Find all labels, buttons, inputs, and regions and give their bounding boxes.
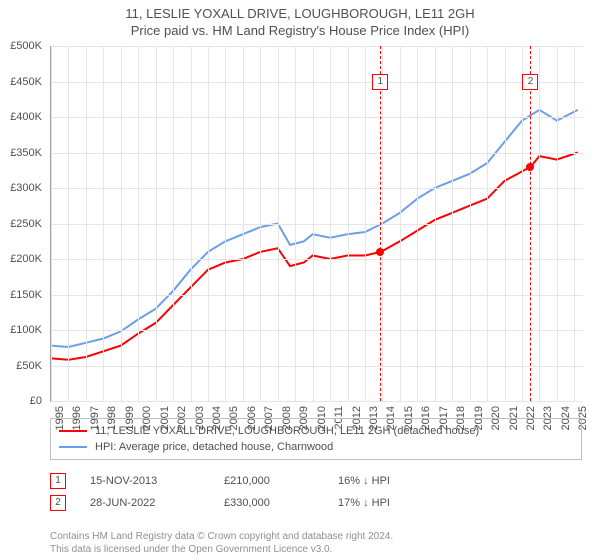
price-events: 1 15-NOV-2013 £210,000 16% ↓ HPI 2 28-JUN-202… <box>50 470 582 514</box>
y-axis-label: £300K <box>10 182 42 194</box>
chart-area: 12 £0£50K£100K£150K£200K£250K£300K£350K£… <box>50 46 582 401</box>
gridline-v <box>470 46 471 401</box>
attribution-line-1: Contains HM Land Registry data © Crown c… <box>50 530 393 543</box>
legend-block: 11, LESLIE YOXALL DRIVE, LOUGHBOROUGH, L… <box>50 418 582 514</box>
gridline-h <box>51 295 583 296</box>
event-hpi-delta: 16% ↓ HPI <box>338 475 390 487</box>
gridline-v <box>330 46 331 401</box>
gridline-h <box>51 46 583 47</box>
gridline-v <box>243 46 244 401</box>
legend-swatch <box>59 430 87 432</box>
gridline-v <box>313 46 314 401</box>
chart-container: 11, LESLIE YOXALL DRIVE, LOUGHBOROUGH, L… <box>0 0 600 560</box>
marker-box: 2 <box>522 74 538 90</box>
plot-area: 12 <box>50 46 583 402</box>
y-axis-label: £150K <box>10 289 42 301</box>
gridline-v <box>557 46 558 401</box>
gridline-v <box>365 46 366 401</box>
series-property <box>51 153 578 360</box>
event-marker: 2 <box>50 495 66 511</box>
marker-dot <box>526 163 534 171</box>
gridline-v <box>173 46 174 401</box>
event-date: 28-JUN-2022 <box>90 497 200 509</box>
legend-row: HPI: Average price, detached house, Char… <box>59 439 573 455</box>
marker-dot <box>376 248 384 256</box>
gridline-v <box>121 46 122 401</box>
gridline-v <box>138 46 139 401</box>
gridline-h <box>51 401 583 402</box>
gridline-v <box>435 46 436 401</box>
gridline-v <box>348 46 349 401</box>
attribution-line-2: This data is licensed under the Open Gov… <box>50 543 393 556</box>
event-date: 15-NOV-2013 <box>90 475 200 487</box>
gridline-h <box>51 366 583 367</box>
gridline-v <box>539 46 540 401</box>
event-hpi-delta: 17% ↓ HPI <box>338 497 390 509</box>
gridline-v <box>574 46 575 401</box>
y-axis-label: £100K <box>10 324 42 336</box>
gridline-h <box>51 330 583 331</box>
gridline-v <box>51 46 52 401</box>
marker-box: 1 <box>372 74 388 90</box>
gridline-v <box>68 46 69 401</box>
y-axis-label: £200K <box>10 253 42 265</box>
marker-line <box>380 46 381 401</box>
event-marker: 1 <box>50 473 66 489</box>
gridline-v <box>400 46 401 401</box>
title-line-1: 11, LESLIE YOXALL DRIVE, LOUGHBOROUGH, L… <box>0 6 600 21</box>
legend-row: 11, LESLIE YOXALL DRIVE, LOUGHBOROUGH, L… <box>59 423 573 439</box>
y-axis-label: £250K <box>10 218 42 230</box>
gridline-v <box>86 46 87 401</box>
gridline-h <box>51 82 583 83</box>
gridline-v <box>103 46 104 401</box>
gridline-h <box>51 224 583 225</box>
y-axis-label: £400K <box>10 111 42 123</box>
gridline-v <box>382 46 383 401</box>
legend-label: HPI: Average price, detached house, Char… <box>95 441 333 453</box>
event-row: 1 15-NOV-2013 £210,000 16% ↓ HPI <box>50 470 582 492</box>
gridline-v <box>191 46 192 401</box>
y-axis-label: £500K <box>10 40 42 52</box>
gridline-v <box>156 46 157 401</box>
gridline-v <box>505 46 506 401</box>
gridline-v <box>452 46 453 401</box>
gridline-v <box>260 46 261 401</box>
y-axis-label: £50K <box>16 360 42 372</box>
series-hpi <box>51 110 578 347</box>
y-axis-label: £0 <box>30 395 42 407</box>
event-price: £210,000 <box>224 475 314 487</box>
y-axis-label: £450K <box>10 76 42 88</box>
gridline-h <box>51 259 583 260</box>
y-axis-label: £350K <box>10 147 42 159</box>
event-row: 2 28-JUN-2022 £330,000 17% ↓ HPI <box>50 492 582 514</box>
marker-line <box>530 46 531 401</box>
legend-swatch <box>59 446 87 448</box>
legend-label: 11, LESLIE YOXALL DRIVE, LOUGHBOROUGH, L… <box>95 425 479 437</box>
gridline-v <box>208 46 209 401</box>
attribution: Contains HM Land Registry data © Crown c… <box>50 530 393 556</box>
gridline-v <box>278 46 279 401</box>
title-block: 11, LESLIE YOXALL DRIVE, LOUGHBOROUGH, L… <box>0 0 600 38</box>
event-price: £330,000 <box>224 497 314 509</box>
legend-box: 11, LESLIE YOXALL DRIVE, LOUGHBOROUGH, L… <box>50 418 582 460</box>
gridline-v <box>295 46 296 401</box>
gridline-v <box>487 46 488 401</box>
gridline-h <box>51 188 583 189</box>
gridline-v <box>417 46 418 401</box>
gridline-v <box>225 46 226 401</box>
gridline-h <box>51 153 583 154</box>
gridline-h <box>51 117 583 118</box>
title-line-2: Price paid vs. HM Land Registry's House … <box>0 23 600 38</box>
gridline-v <box>522 46 523 401</box>
